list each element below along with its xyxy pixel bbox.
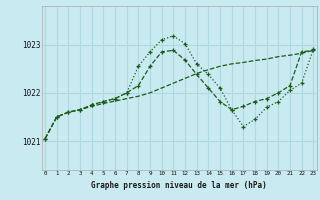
X-axis label: Graphe pression niveau de la mer (hPa): Graphe pression niveau de la mer (hPa) [91,181,267,190]
